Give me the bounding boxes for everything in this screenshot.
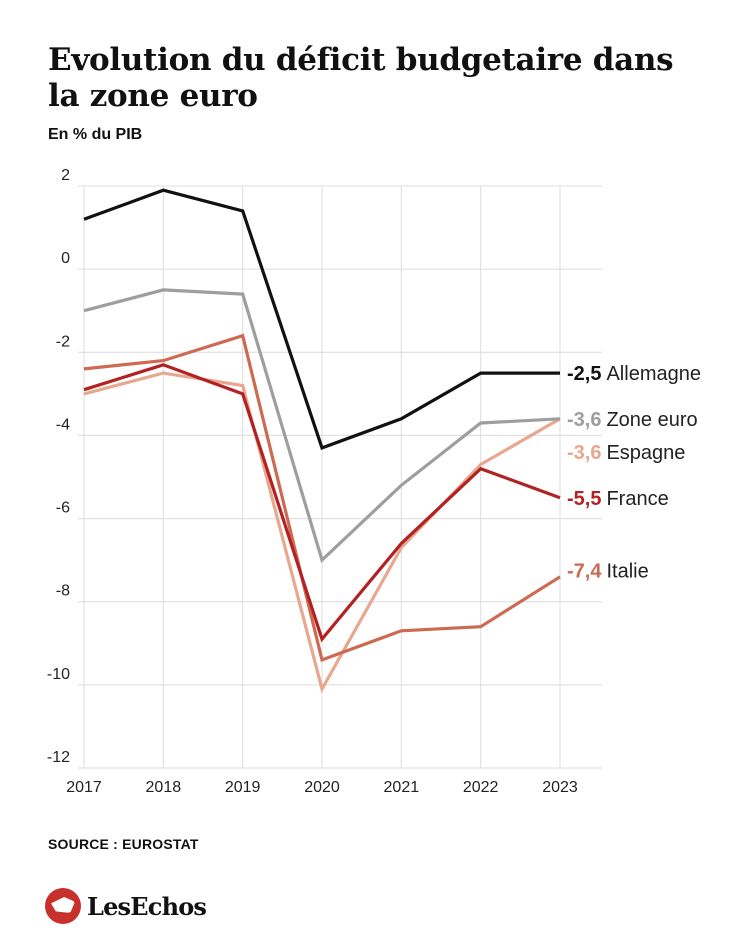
series-name-italie: Italie bbox=[606, 561, 648, 583]
end-label-espagne: -3,6 Espagne bbox=[567, 442, 685, 464]
brand-logo-text: LesEchos bbox=[87, 891, 207, 921]
x-tick-label: 2020 bbox=[304, 779, 340, 796]
series-line-france bbox=[83, 363, 561, 643]
x-tick-label: 2018 bbox=[146, 779, 182, 796]
y-tick-label: -10 bbox=[47, 666, 70, 683]
y-tick-label: 0 bbox=[61, 250, 70, 267]
x-tick-label: 2017 bbox=[66, 779, 102, 796]
series-line-allemagne bbox=[83, 188, 560, 450]
chart-title: Evolution du déficit budgetaire dans la … bbox=[48, 42, 674, 114]
chart-subtitle: En % du PIB bbox=[48, 126, 143, 143]
source-note: SOURCE : EUROSTAT bbox=[48, 836, 199, 852]
x-tick-label: 2022 bbox=[463, 779, 499, 796]
x-tick-label: 2021 bbox=[384, 779, 420, 796]
series-name-espagne: Espagne bbox=[606, 442, 685, 464]
end-label-france: -5,5 France bbox=[567, 488, 669, 510]
series-name-allemagne: Allemagne bbox=[606, 363, 701, 385]
series-line-espagne bbox=[83, 371, 561, 694]
x-tick-label: 2019 bbox=[225, 779, 261, 796]
y-tick-label: -8 bbox=[56, 583, 70, 600]
brand-logo: LesEchos bbox=[45, 888, 207, 924]
series-line-italie bbox=[83, 333, 561, 663]
end-value-italie: -7,4 bbox=[567, 561, 602, 583]
end-label-allemagne: -2,5 Allemagne bbox=[567, 363, 701, 385]
line-chart: 2 0 -2 -4 -6 -8 -10 -12 2017 2018 2019 2020 2021 2022… bbox=[47, 167, 701, 796]
y-tick-label: 2 bbox=[61, 167, 70, 184]
end-value-zone-euro: -3,6 bbox=[567, 409, 601, 431]
series-name-france: France bbox=[606, 488, 668, 510]
series-line-zone-euro bbox=[83, 288, 561, 564]
y-tick-label: -12 bbox=[47, 749, 70, 766]
y-tick-label: -6 bbox=[56, 500, 70, 517]
end-value-france: -5,5 bbox=[567, 488, 601, 510]
y-tick-label: -4 bbox=[56, 416, 70, 433]
y-tick-label: -2 bbox=[56, 333, 70, 350]
x-tick-label: 2023 bbox=[542, 779, 578, 796]
brand-logo-icon bbox=[45, 888, 81, 924]
end-label-italie: -7,4 Italie bbox=[567, 561, 649, 583]
end-value-espagne: -3,6 bbox=[567, 442, 601, 464]
series-name-zone-euro: Zone euro bbox=[606, 409, 697, 431]
end-label-zone-euro: -3,6 Zone euro bbox=[567, 409, 698, 431]
end-value-allemagne: -2,5 bbox=[567, 363, 601, 385]
